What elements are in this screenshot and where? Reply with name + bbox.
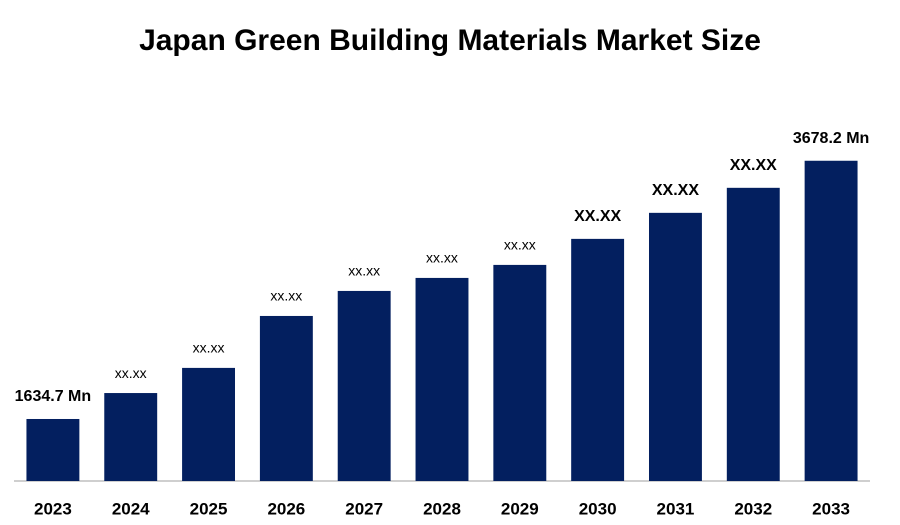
x-tick-label: 2033 — [812, 499, 850, 518]
x-tick-label: 2028 — [423, 499, 461, 518]
bar — [182, 367, 236, 481]
data-label: xx.xx — [348, 263, 380, 279]
data-label: XX.XX — [652, 182, 699, 199]
bar — [726, 187, 780, 481]
x-tick-label: 2024 — [112, 499, 150, 518]
bar — [337, 290, 391, 481]
x-tick-label: 2030 — [579, 499, 617, 518]
data-label: xx.xx — [270, 288, 302, 304]
bar — [493, 264, 547, 481]
data-label: xx.xx — [426, 250, 458, 266]
bar — [415, 277, 469, 481]
bar — [104, 393, 158, 481]
bar — [804, 160, 858, 481]
x-tick-label: 2031 — [657, 499, 695, 518]
bar — [648, 212, 702, 481]
bar — [571, 238, 625, 481]
x-tick-label: 2025 — [190, 499, 228, 518]
data-label: xx.xx — [115, 365, 147, 381]
x-tick-label: 2023 — [34, 499, 72, 518]
data-label: XX.XX — [730, 157, 777, 174]
data-label: xx.xx — [193, 340, 225, 356]
data-label: XX.XX — [574, 208, 621, 225]
bar — [259, 315, 313, 481]
data-label: 3678.2 Mn — [793, 130, 869, 147]
chart-title: Japan Green Building Materials Market Si… — [139, 24, 761, 57]
data-label: xx.xx — [504, 237, 536, 253]
x-tick-label: 2029 — [501, 499, 539, 518]
x-tick-label: 2027 — [345, 499, 383, 518]
bar — [26, 418, 80, 481]
data-label: 1634.7 Mn — [15, 388, 91, 405]
x-tick-label: 2026 — [267, 499, 305, 518]
x-tick-label: 2032 — [734, 499, 772, 518]
